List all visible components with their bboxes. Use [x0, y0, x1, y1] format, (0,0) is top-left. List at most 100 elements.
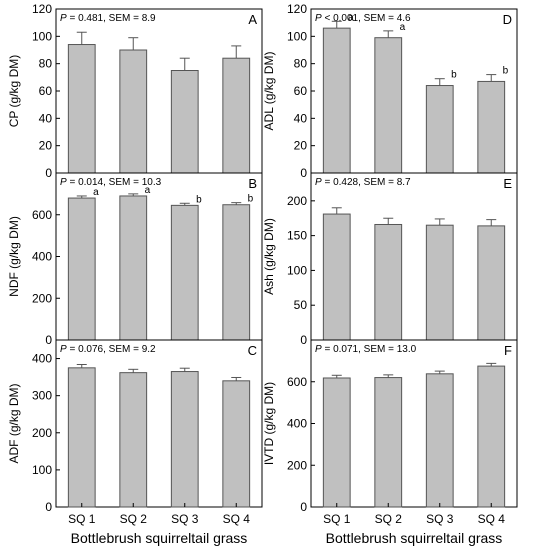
panel-letter: B: [248, 176, 257, 191]
bar: [67, 197, 96, 341]
stats-annotation: P = 0.428, SEM = 8.7: [315, 177, 411, 188]
y-tick-label: 0: [45, 500, 52, 514]
bar: [170, 204, 199, 341]
x-tick-label: SQ 3: [426, 512, 454, 526]
panel-letter: C: [248, 343, 257, 358]
bar: [222, 380, 251, 508]
y-tick-label: 400: [32, 352, 52, 366]
bar: [170, 70, 199, 174]
bar: [477, 225, 506, 341]
y-axis-label: IVTD (g/kg DM): [262, 382, 276, 465]
y-tick-label: 0: [45, 333, 52, 347]
x-tick-label: SQ 2: [120, 512, 148, 526]
y-tick-label: 0: [45, 166, 52, 180]
bar: [222, 57, 251, 174]
y-tick-label: 600: [32, 208, 52, 222]
y-tick-label: 0: [300, 333, 307, 347]
stats-p: P: [60, 177, 67, 188]
panel-letter: D: [503, 12, 512, 27]
y-tick-label: 80: [39, 57, 53, 71]
y-tick-label: 100: [287, 263, 307, 277]
significance-letter: b: [196, 194, 202, 205]
stats-p: P: [60, 13, 67, 24]
y-tick-label: 600: [287, 375, 307, 389]
bar: [374, 223, 403, 341]
y-tick-label: 40: [294, 111, 308, 125]
panel-letter: A: [248, 12, 257, 27]
stats-rest: = 0.071, SEM = 13.0: [322, 344, 417, 355]
bar: [119, 195, 148, 341]
y-tick-label: 120: [287, 2, 307, 16]
panel-f: 0 200 400 600 IVTD (g/kg DM) P = 0.071, SEM =…: [262, 339, 518, 526]
y-tick-label: 200: [32, 291, 52, 305]
x-tick-label: SQ 2: [375, 512, 403, 526]
panel-d: 0 20 40 60 80 100 120 ADL (g/kg DM) P < 0.001, S…: [262, 2, 518, 180]
y-axis-label: CP (g/kg DM): [7, 55, 21, 127]
bar: [170, 371, 199, 508]
significance-letter: b: [248, 194, 254, 205]
y-tick-label: 20: [294, 139, 308, 153]
x-tick-label: SQ 4: [223, 512, 251, 526]
y-tick-label: 100: [32, 29, 52, 43]
bar: [374, 377, 403, 508]
stats-annotation: P < 0.001, SEM = 4.6: [315, 13, 411, 24]
significance-letter: a: [145, 185, 151, 196]
stats-annotation: P = 0.076, SEM = 9.2: [60, 344, 156, 355]
stats-p: P: [60, 344, 67, 355]
panel-letter: F: [504, 343, 512, 358]
y-tick-label: 400: [287, 417, 307, 431]
stats-annotation: P = 0.014, SEM = 10.3: [60, 177, 162, 188]
bar: [67, 367, 96, 508]
y-tick-label: 80: [294, 57, 308, 71]
stats-annotation: P = 0.481, SEM = 8.9: [60, 13, 156, 24]
stats-rest: = 0.428, SEM = 8.7: [322, 177, 411, 188]
y-tick-label: 0: [300, 500, 307, 514]
stats-p: P: [315, 177, 322, 188]
bar: [119, 49, 148, 174]
y-tick-label: 400: [32, 250, 52, 264]
significance-letter: a: [400, 22, 406, 33]
stats-rest: = 0.076, SEM = 9.2: [67, 344, 156, 355]
bar: [67, 44, 96, 174]
x-tick-label: SQ 1: [68, 512, 96, 526]
stats-rest: = 0.481, SEM = 8.9: [67, 13, 156, 24]
bar: [322, 27, 351, 174]
y-axis-label: NDF (g/kg DM): [7, 216, 21, 297]
y-tick-label: 200: [287, 194, 307, 208]
y-tick-label: 300: [32, 389, 52, 403]
x-tick-label: SQ 3: [171, 512, 199, 526]
significance-letter: b: [451, 70, 457, 81]
stats-p: P: [315, 344, 322, 355]
bar: [374, 37, 403, 174]
y-tick-label: 100: [32, 463, 52, 477]
y-tick-label: 50: [294, 298, 308, 312]
y-axis-label: ADL (g/kg DM): [262, 52, 276, 131]
significance-letter: a: [348, 12, 354, 23]
bar: [477, 365, 506, 508]
stats-rest: < 0.001, SEM = 4.6: [322, 13, 411, 24]
significance-letter: a: [93, 187, 99, 198]
bar: [222, 204, 251, 341]
bar: [477, 80, 506, 174]
y-tick-label: 120: [32, 2, 52, 16]
bar: [119, 372, 148, 508]
bar: [425, 224, 454, 341]
panel-letter: E: [503, 176, 512, 191]
stats-p: P: [315, 13, 322, 24]
panel-e: 0 50 100 150 200 Ash (g/kg DM) P = 0.428, SEM …: [262, 172, 518, 347]
stats-rest: = 0.014, SEM = 10.3: [67, 177, 162, 188]
y-tick-label: 150: [287, 229, 307, 243]
bar: [322, 213, 351, 341]
y-tick-label: 200: [287, 458, 307, 472]
bar: [425, 85, 454, 174]
y-tick-label: 200: [32, 426, 52, 440]
y-tick-label: 20: [39, 139, 53, 153]
y-tick-label: 40: [39, 111, 53, 125]
x-axis-label: Bottlebrush squirreltail grass: [326, 530, 503, 546]
panel-a: 0 20 40 60 80 100 120 CP (g/kg DM) P = 0.481, SE…: [7, 2, 263, 180]
x-tick-label: SQ 1: [323, 512, 351, 526]
y-tick-label: 60: [39, 84, 53, 98]
y-axis-label: ADF (g/kg DM): [7, 383, 21, 463]
bar: [322, 377, 351, 508]
